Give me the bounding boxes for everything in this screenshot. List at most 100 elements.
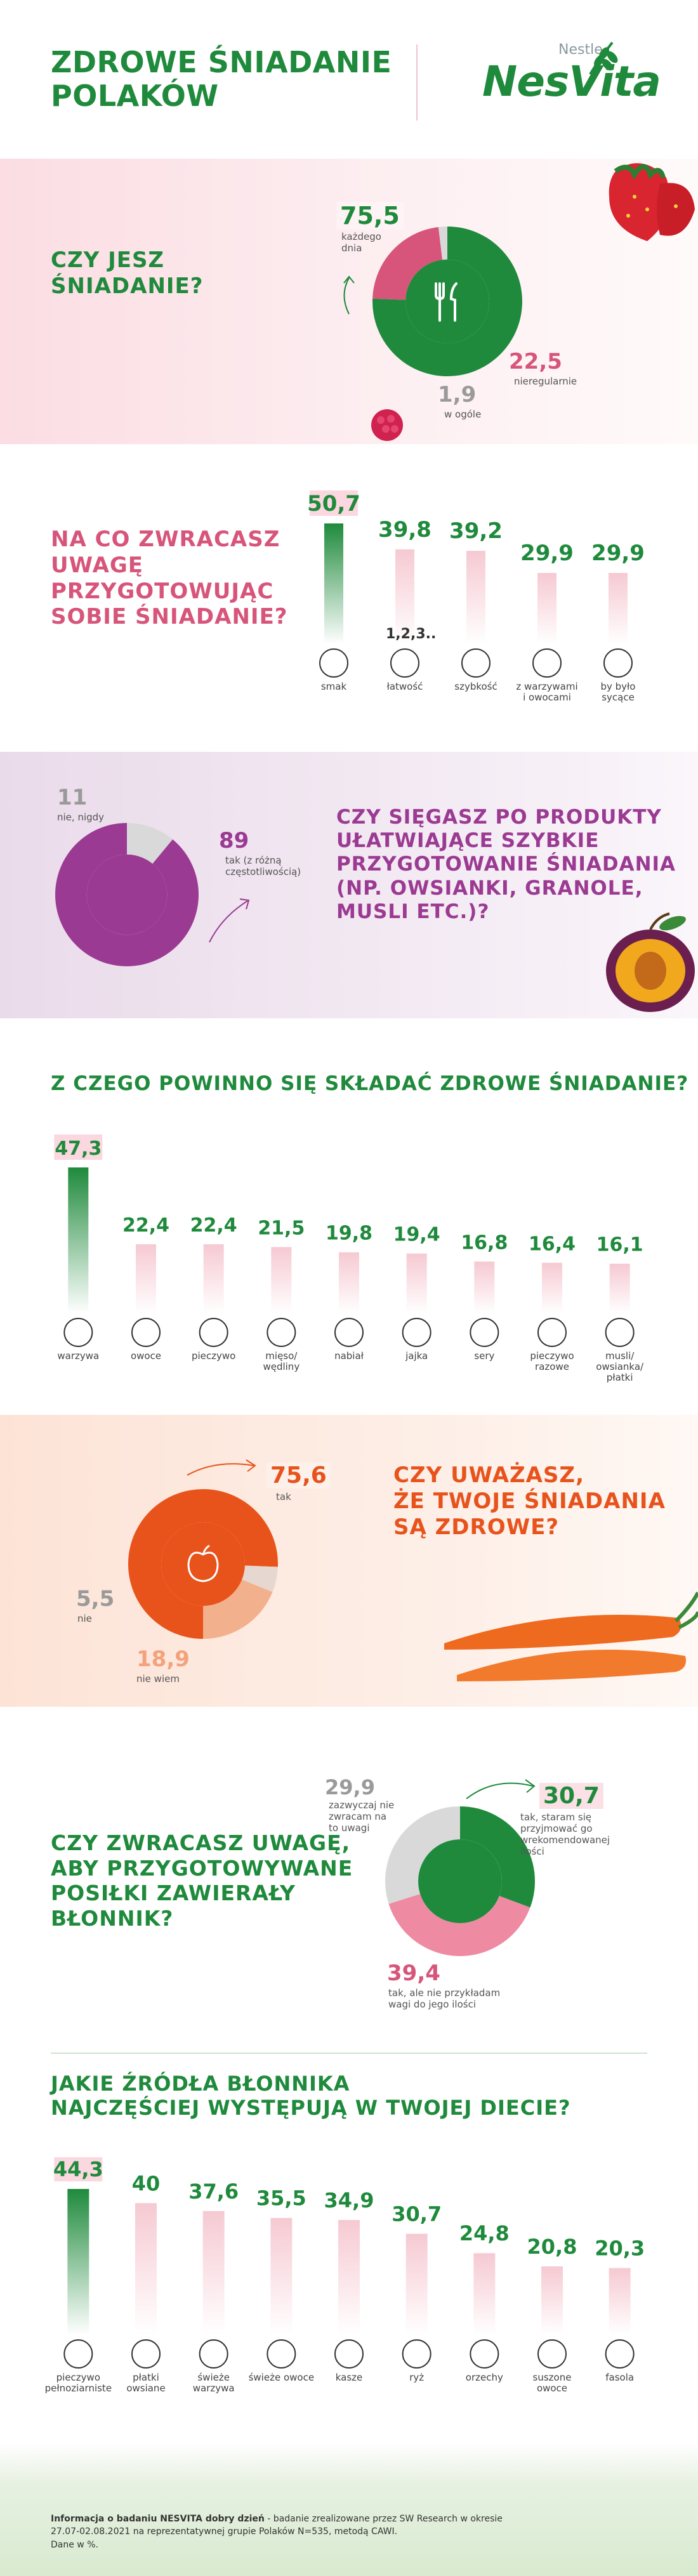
category-icon (267, 2339, 296, 2369)
bar-value-label: 44,3 (53, 2157, 103, 2181)
bar-category-label: nabiał (334, 1350, 364, 1362)
category-icon (334, 1318, 364, 1347)
value-highlight (54, 1134, 103, 1160)
bar-category-label: łatwość (387, 681, 423, 692)
donut-slice-yes (128, 1489, 278, 1639)
question-breakfast: CZY JESZ ŚNIADANIE? (51, 247, 204, 299)
bar-value-label: 20,3 (595, 2237, 645, 2261)
value-uses: 89 (219, 828, 249, 853)
label-no: nie (77, 1613, 92, 1624)
brand-logo: Nestle NesVita (482, 38, 661, 121)
donut-slice-no-attention (385, 1806, 460, 1904)
category-icon (199, 2339, 228, 2369)
question-line: NA CO ZWRACASZ (51, 527, 280, 552)
strawberry-icon (609, 163, 695, 241)
label-never: w ogóle (444, 409, 482, 420)
question-line: MUSLI ETC.)? (336, 900, 490, 923)
category-icon (461, 648, 491, 678)
bar-category-label: świeże (197, 2372, 230, 2383)
category-icon (334, 2339, 364, 2369)
value-dont-know: 18,9 (136, 1646, 190, 1672)
footer-text: Dane w %. (51, 2539, 98, 2550)
category-icon (390, 648, 419, 678)
value-highlight (310, 490, 358, 516)
bar-category-label: smak (321, 681, 347, 692)
bar-4 (609, 572, 628, 644)
brand-small: Nestle (558, 42, 603, 58)
bar-category-label: pieczywo (56, 2372, 100, 2383)
bar-4 (339, 1252, 359, 1313)
section-healthy-breakfast: Z CZEGO POWINNO SIĘ SKŁADAĆ ZDROWE ŚNIAD… (0, 1041, 698, 1396)
label-recommended: tak, staram się przyjmować go wrekomendo… (520, 1811, 610, 1857)
bar-value-label: 40 (132, 2171, 161, 2195)
bar-8 (609, 2268, 631, 2335)
bar-value-label: 22,4 (190, 1214, 237, 1237)
bar-category-label: płatki (133, 2372, 159, 2383)
section-quick-products: 11 nie, nigdy 89 tak (z różną częstotliw… (0, 752, 698, 1018)
bar-category-label: owoce (131, 1350, 161, 1362)
divider (51, 2053, 647, 2054)
donut-chart-breakfast (372, 227, 522, 376)
category-icon (470, 1318, 499, 1347)
question-line: UŁATWIAJĄCE SZYBKIE (336, 829, 600, 853)
bar-5 (405, 2233, 428, 2335)
title-line-1: ZDROWE ŚNIADANIE (51, 45, 392, 79)
bar-0 (68, 1167, 89, 1313)
category-icon (470, 2339, 499, 2369)
category-icon (402, 1318, 431, 1347)
question-line: SOBIE ŚNIADANIE? (51, 604, 288, 630)
donut-center (405, 260, 489, 343)
bar-value-label: 20,8 (527, 2235, 577, 2259)
category-icon (319, 648, 348, 678)
bowl-icon (103, 871, 150, 917)
bar-category-label: szybkość (454, 681, 497, 692)
header-divider (416, 44, 418, 121)
bar-value-label: 39,2 (449, 518, 503, 544)
bar-value-label: 19,4 (393, 1224, 440, 1246)
bar-category-label: by było (600, 681, 635, 692)
bar-1 (395, 549, 414, 644)
category-icon (131, 1318, 161, 1347)
bar-4 (338, 2219, 360, 2335)
question-quick-products: CZY SIĘGASZ PO PRODUKTY UŁATWIAJĄCE SZYB… (336, 806, 676, 924)
bar-category-label: i owocami (523, 692, 571, 703)
bar-0 (324, 523, 343, 644)
category-icon (605, 1318, 635, 1347)
donut-slice-never (438, 227, 447, 260)
bar-value-label: 29,9 (520, 541, 574, 566)
label-every-day: każdego dnia (341, 231, 381, 254)
question-line: CZY JESZ (51, 247, 165, 273)
wheat-icon (451, 1858, 469, 1903)
bar-category-label: razowe (535, 1361, 569, 1372)
question-line: CZY ZWRACASZ UWAGĘ, (51, 1830, 351, 1855)
donut-chart-healthy-opinion (128, 1489, 278, 1639)
label-irregular: nieregularnie (514, 376, 577, 387)
value-yes: 75,6 (267, 1462, 331, 1488)
carrot-icon (444, 1591, 698, 1681)
title-line-2: POLAKÓW (51, 78, 219, 113)
question-line: (NP. OWSIANKI, GRANOLE, (336, 876, 643, 900)
bar-category-label: warzywa (193, 2382, 235, 2394)
raspberry-icon (371, 409, 403, 441)
label-yes: tak (276, 1491, 291, 1502)
question-line: PRZYGOTOWANIE ŚNIADANIA (336, 853, 676, 876)
bar-category-label: warzywa (57, 1350, 99, 1362)
arrow-icon (209, 898, 250, 943)
section-fiber: CZY ZWRACASZ UWAGĘ, ABY PRZYGOTOWYWANE P… (0, 1726, 698, 2054)
question-line: NAJCZĘŚCIEJ WYSTĘPUJĄ W TWOJEJ DIECIE? (51, 2096, 571, 2120)
donut-chart-fiber (385, 1806, 535, 1956)
category-icon (537, 2339, 567, 2369)
wheat-icon (589, 41, 618, 76)
value-never: 1,9 (438, 382, 477, 407)
bar-category-label: owoce (537, 2382, 567, 2394)
bar-value-label: 34,9 (324, 2188, 374, 2212)
bar-5 (406, 1253, 427, 1313)
bar-value-label: 16,1 (596, 1234, 643, 1256)
category-icon (537, 1318, 567, 1347)
label-never-uses: nie, nigdy (57, 812, 105, 823)
label-no-amount: tak, ale nie przykładam wagi do jego ilo… (388, 1987, 501, 2010)
bar-category-label: jajka (405, 1350, 428, 1362)
bar-category-label: fasola (605, 2372, 634, 2383)
section-attention: NA CO ZWRACASZ UWAGĘ PRZYGOTOWUJĄC SOBIE… (0, 457, 698, 736)
